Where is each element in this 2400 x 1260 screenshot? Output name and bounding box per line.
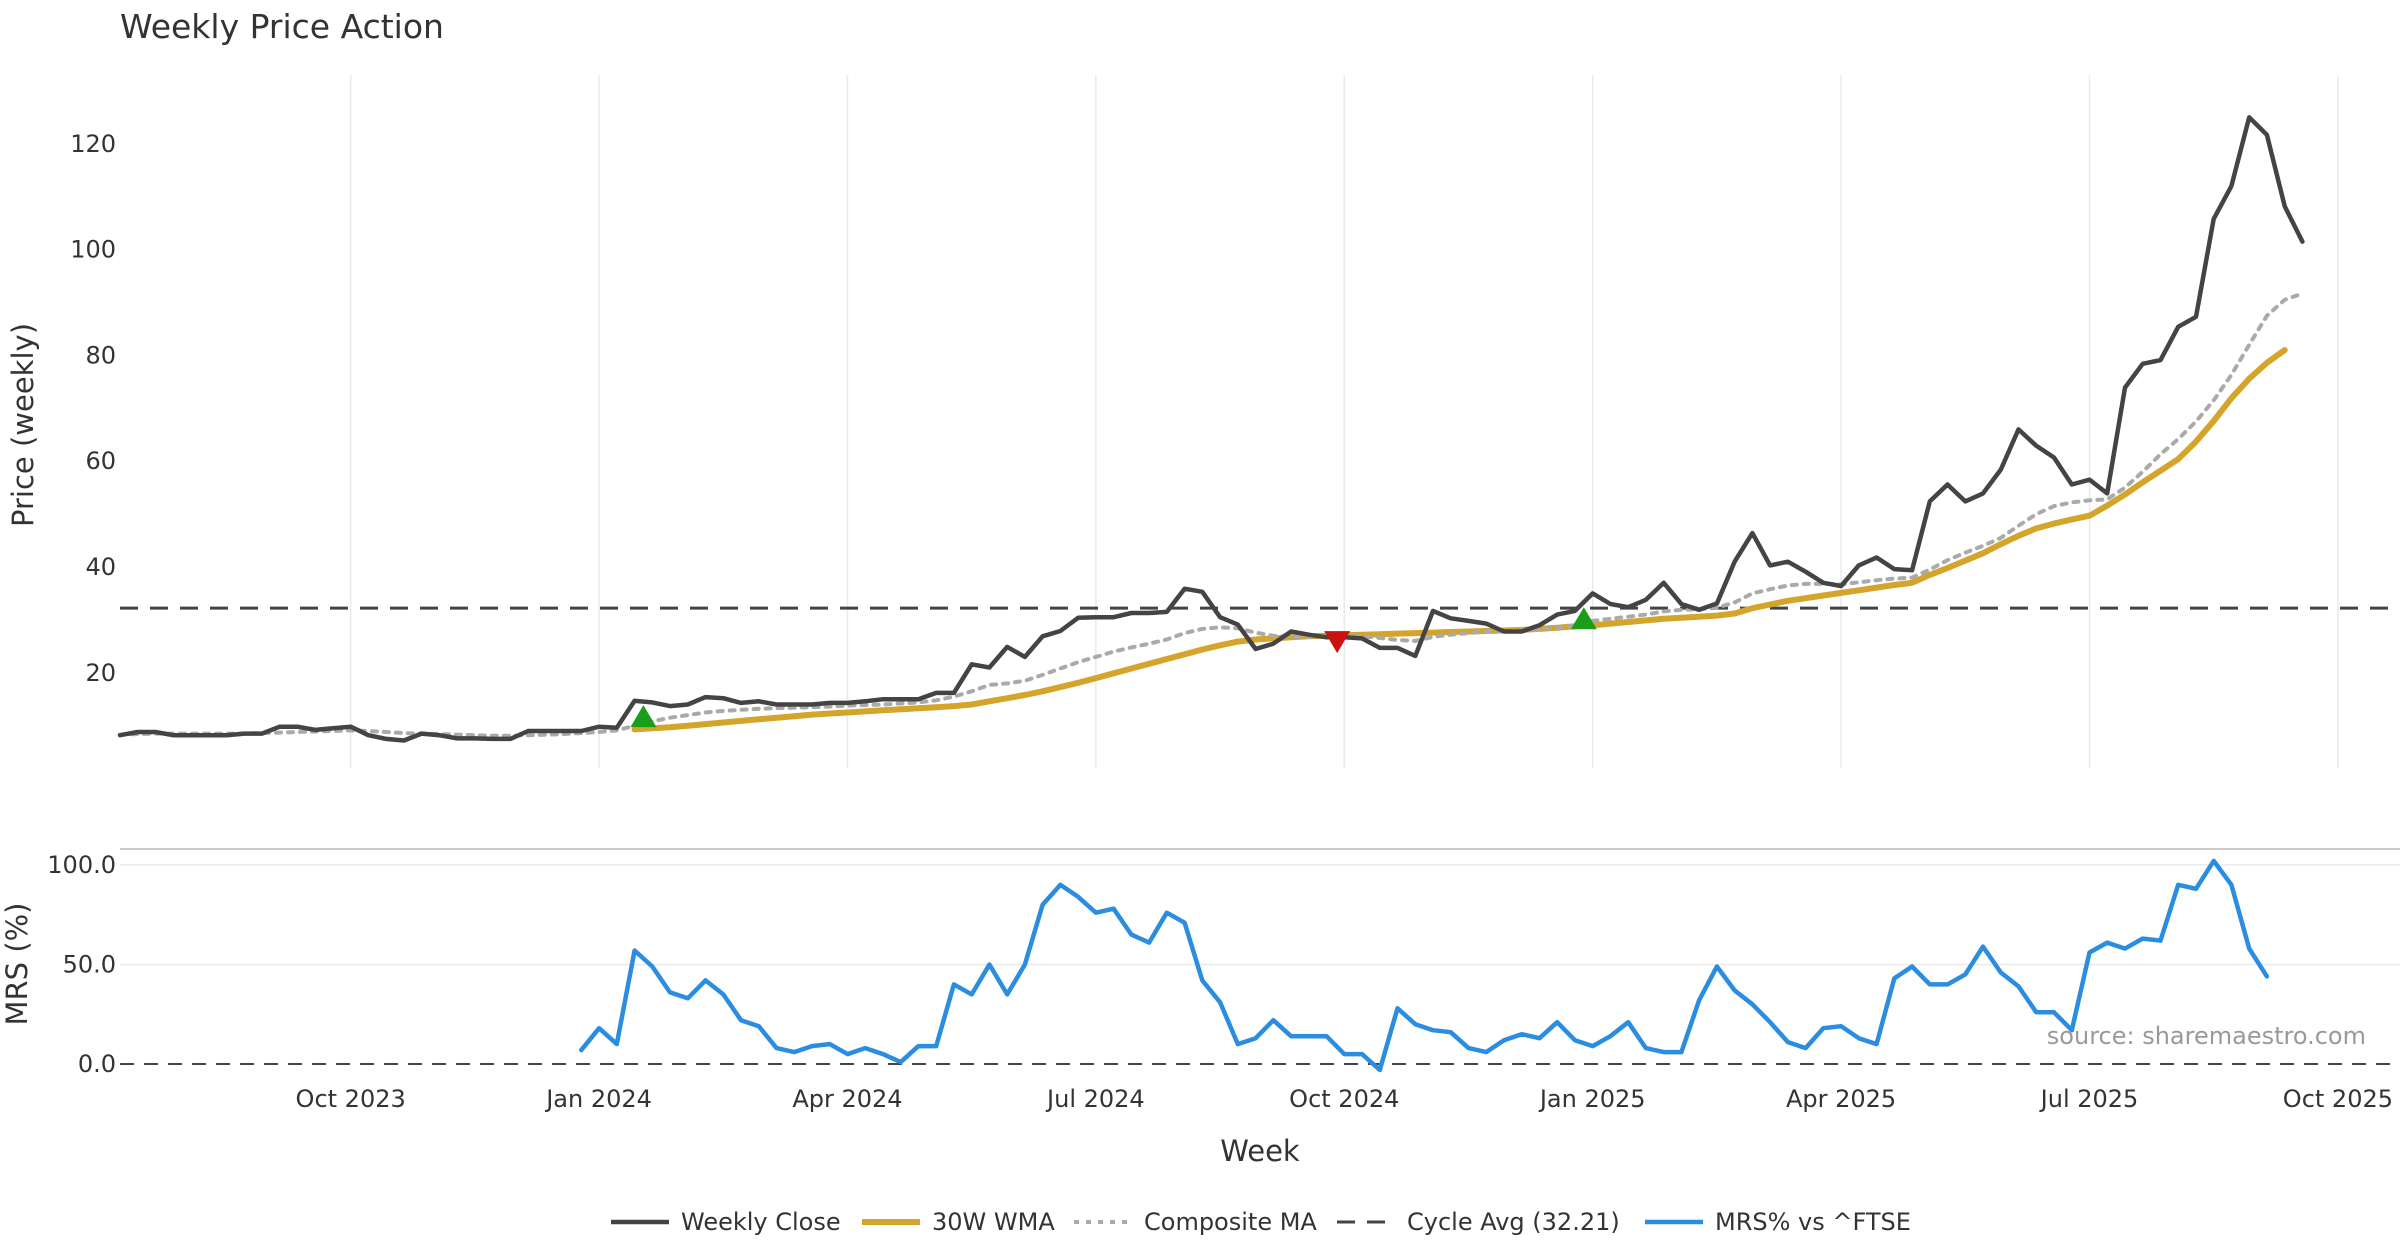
x-axis-label: Week (1220, 1134, 1300, 1168)
mrs-panel: 0.0 50.0 100.0 MRS (%) source: sharemaestr… (0, 851, 2400, 1078)
legend-label: MRS% vs ^FTSE (1715, 1208, 1911, 1236)
series-composite-ma-line (118, 291, 2305, 738)
buy-signal-marker (1570, 607, 1597, 630)
buy-signal-marker (630, 705, 657, 728)
series-weekly-close-line (117, 115, 2305, 743)
legend: Weekly Close 30W WMA Composite MA Cycle Avg… (611, 1208, 1911, 1236)
sell-signal-marker (1324, 631, 1351, 654)
x-tick-label: Oct 2023 (296, 1085, 406, 1113)
price-y-tick-label: 60 (85, 447, 116, 475)
legend-item-cycle-avg-32-21: Cycle Avg (32.21) (1337, 1208, 1620, 1236)
chart-title: Weekly Price Action (120, 7, 444, 46)
x-tick-label: Oct 2024 (1289, 1085, 1399, 1113)
price-gridlines (349, 75, 2339, 768)
legend-label: Composite MA (1144, 1208, 1317, 1236)
series-30w-wma-line (631, 347, 2288, 733)
x-tick-label: Apr 2024 (792, 1085, 902, 1113)
legend-item-weekly-close: Weekly Close (611, 1208, 841, 1236)
price-y-tick-label: 120 (70, 130, 116, 158)
price-y-axis-label: Price (weekly) (6, 323, 40, 527)
x-tick-label: Oct 2025 (2283, 1085, 2393, 1113)
mrs-y-tick-label: 0.0 (78, 1050, 116, 1078)
legend-item-30w-wma: 30W WMA (862, 1208, 1055, 1236)
x-tick-label: Jul 2024 (1045, 1085, 1145, 1113)
price-y-tick-label: 20 (85, 659, 116, 687)
mrs-y-ticks: 0.0 50.0 100.0 (47, 851, 116, 1078)
legend-item-mrs-vs-ftse: MRS% vs ^FTSE (1645, 1208, 1911, 1236)
source-annotation: source: sharemaestro.com (2047, 1022, 2366, 1050)
mrs-y-tick-label: 100.0 (47, 851, 116, 879)
mrs-series (579, 858, 2270, 1073)
mrs-y-tick-label: 50.0 (63, 950, 116, 978)
legend-label: Cycle Avg (32.21) (1407, 1208, 1620, 1236)
price-panel: 20 40 60 80 100 120 Price (weekly) (6, 75, 2400, 768)
x-tick-label: Jan 2025 (1538, 1085, 1646, 1113)
signal-markers (630, 607, 1597, 728)
price-series (117, 115, 2400, 743)
x-tick-label: Jan 2024 (544, 1085, 652, 1113)
price-y-tick-label: 100 (70, 236, 116, 264)
legend-label: Weekly Close (681, 1208, 841, 1236)
x-tick-label: Apr 2025 (1786, 1085, 1896, 1113)
mrs-gridlines (120, 864, 2400, 1066)
legend-label: 30W WMA (932, 1208, 1055, 1236)
price-y-tick-label: 80 (85, 341, 116, 369)
x-axis-ticks: Oct 2023 Jan 2024 Apr 2024 Jul 2024 Oct 2024… (296, 1085, 2393, 1113)
series-mrs-vs-ftse-line (579, 858, 2270, 1073)
x-tick-label: Jul 2025 (2039, 1085, 2139, 1113)
price-y-ticks: 20 40 60 80 100 120 (70, 130, 116, 687)
legend-item-composite-ma: Composite MA (1074, 1208, 1317, 1236)
price-y-tick-label: 40 (85, 553, 116, 581)
mrs-y-axis-label: MRS (%) (0, 903, 34, 1026)
